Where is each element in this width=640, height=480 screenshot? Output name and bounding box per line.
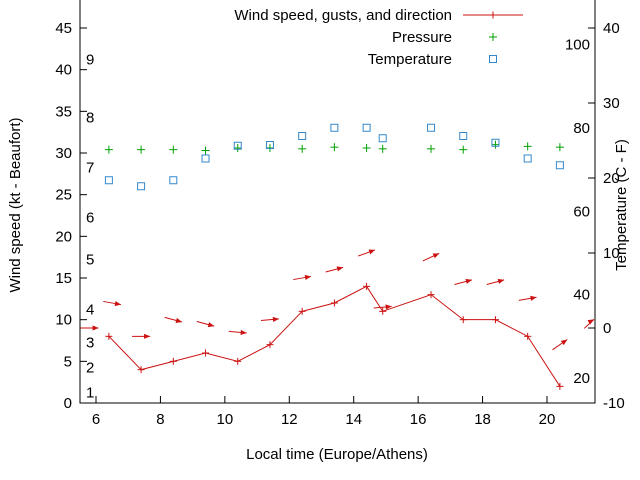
- axes: 6 8 10 12 14 16 18 20051015202530354045-1001020…: [55, 0, 625, 428]
- gust-direction-arrow: [92, 325, 99, 331]
- beaufort-scale-label: 9: [86, 51, 94, 68]
- x-tick-label: 6: [92, 411, 100, 428]
- temperature-series: [104, 123, 564, 191]
- y-left-tick-label: 5: [64, 353, 72, 370]
- y-left-tick-label: 10: [55, 312, 72, 329]
- gust-direction-arrow: [304, 274, 312, 281]
- fahrenheit-scale-label: 40: [573, 287, 590, 304]
- y-right-tick-label: -10: [603, 395, 625, 412]
- temperature-point: [265, 141, 274, 149]
- gust-direction-arrow: [432, 253, 440, 259]
- gust-direction-arrow: [465, 278, 472, 284]
- fahrenheit-scale-label: 100: [565, 37, 590, 54]
- plot-border: [79, 0, 596, 404]
- temperature-point: [378, 134, 387, 143]
- y-left-tick-label: 15: [55, 270, 72, 287]
- gust-arrows: [80, 249, 595, 351]
- x-axis-label: Local time (Europe/Athens): [246, 446, 428, 463]
- beaufort-scale-label: 5: [86, 251, 94, 268]
- beaufort-scale-label: 2: [86, 360, 94, 377]
- legend-pressure-label: Pressure: [392, 29, 452, 46]
- legend-wind-label: Wind speed, gusts, and direction: [234, 7, 452, 24]
- temperature-point: [201, 154, 210, 163]
- beaufort-scale-label: 1: [86, 385, 94, 402]
- y-left-tick-label: 0: [64, 395, 72, 412]
- y-right-tick-label: 30: [603, 95, 620, 112]
- y-left-tick-label: 20: [55, 228, 72, 245]
- y-left-tick-label: 30: [55, 145, 72, 162]
- gust-direction-arrow: [368, 249, 376, 255]
- y-axis-label-left: Wind speed (kt - Beaufort): [7, 117, 24, 292]
- pressure-series: [104, 140, 564, 155]
- x-tick-label: 20: [539, 411, 556, 428]
- temperature-point: [491, 138, 500, 147]
- gust-direction-arrow: [587, 319, 594, 325]
- temperature-point: [233, 141, 242, 150]
- temperature-point: [459, 132, 468, 140]
- beaufort-scale-label: 7: [86, 160, 94, 177]
- fahrenheit-scale-label: 60: [573, 203, 590, 220]
- temperature-point: [362, 123, 371, 132]
- y-left-tick-label: 35: [55, 103, 72, 120]
- gust-direction-arrow: [272, 316, 279, 322]
- x-tick-label: 18: [474, 411, 491, 428]
- temperature-point: [169, 176, 178, 185]
- temperature-point: [330, 123, 339, 132]
- beaufort-scale-label: 4: [86, 301, 94, 318]
- x-tick-label: 10: [217, 411, 234, 428]
- x-tick-label: 14: [345, 411, 362, 428]
- gust-direction-arrow: [175, 317, 183, 323]
- temperature-point: [427, 123, 436, 132]
- y-right-tick-label: 40: [603, 20, 620, 37]
- beaufort-scale-label: 8: [86, 110, 94, 127]
- y-right-tick-label: 20: [603, 170, 620, 187]
- legend: Wind speed, gusts, and direction Pressur…: [234, 7, 523, 68]
- legend-samples: [463, 11, 523, 63]
- gust-direction-arrow: [114, 300, 121, 307]
- gust-direction-arrow: [560, 339, 568, 346]
- gust-direction-arrow: [144, 333, 151, 339]
- temperature-point: [555, 161, 564, 170]
- fahrenheit-scale-label: 20: [573, 370, 590, 387]
- gust-direction-arrow: [385, 304, 392, 310]
- y-left-tick-label: 45: [55, 20, 72, 37]
- temperature-point: [137, 182, 146, 191]
- temperature-point: [104, 176, 113, 185]
- y-left-tick-label: 25: [55, 187, 72, 204]
- x-tick-label: 8: [156, 411, 164, 428]
- fahrenheit-scale-label: 80: [573, 120, 590, 137]
- temperature-point: [298, 132, 307, 140]
- temperature-point: [523, 154, 532, 163]
- gust-direction-arrow: [336, 266, 344, 272]
- wind-speed-series: [105, 282, 564, 390]
- gust-direction-arrow: [497, 278, 505, 284]
- beaufort-scale-label: 3: [86, 335, 94, 352]
- inner-scale-labels: 1 2 3 4 5 6 7 8 9 20 40 60 80 100: [86, 37, 590, 402]
- legend-temperature-sample: [489, 55, 497, 63]
- gust-direction-arrow: [207, 322, 215, 328]
- legend-temperature-label: Temperature: [368, 51, 452, 68]
- x-tick-label: 16: [410, 411, 427, 428]
- gust-direction-arrow: [240, 329, 247, 336]
- y-right-tick-label: 0: [603, 320, 611, 337]
- gust-direction-arrow: [530, 295, 537, 301]
- beaufort-scale-label: 6: [86, 210, 94, 227]
- x-tick-label: 12: [281, 411, 298, 428]
- y-right-tick-label: 10: [603, 245, 620, 262]
- y-axis-label-right: Temperature (C - F): [613, 139, 630, 271]
- y-left-tick-label: 40: [55, 62, 72, 79]
- data-series: [80, 123, 595, 390]
